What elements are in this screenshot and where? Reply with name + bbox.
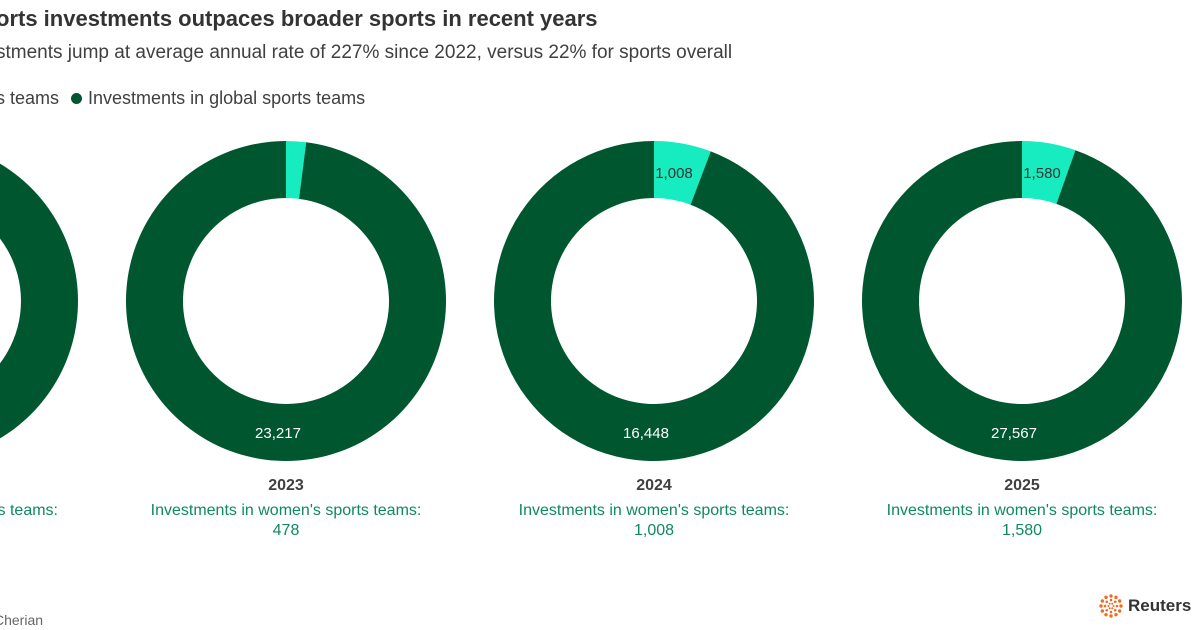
logo-dot [1114, 595, 1118, 600]
logo-dot [1108, 602, 1111, 605]
caption-value: 478 [273, 522, 300, 539]
slice-global [494, 141, 814, 461]
legend-label-womens: s teams [0, 88, 60, 108]
legend-label-global: Investments in global sports teams [88, 88, 366, 108]
year-label: 2025 [1004, 477, 1040, 494]
logo-dot [1109, 598, 1113, 602]
logo-dot [1113, 600, 1117, 604]
slice-global [0, 163, 78, 439]
slice-womens [1022, 141, 1076, 204]
logo-dot [1103, 604, 1107, 608]
caption-label: Investments in women's sports teams: [151, 502, 422, 519]
reuters-logo-text: Reuters [1128, 596, 1192, 615]
logo-dot [1099, 604, 1103, 608]
chart-title: orts investments outpaces broader sports… [0, 6, 598, 31]
slice-label-womens: 1,580 [1023, 165, 1061, 182]
logo-dot [1109, 594, 1113, 598]
slice-global [862, 141, 1183, 461]
chart-subtitle: stments jump at average annual rate of 2… [0, 42, 733, 63]
donut-panel-2025: 1,580 27,567 2025 Investments in women's sp… [862, 141, 1183, 539]
logo-dot [1100, 599, 1105, 603]
logo-dot [1117, 599, 1122, 603]
logo-dot [1107, 605, 1110, 607]
logo-dot [1100, 609, 1105, 613]
legend-swatch-global [71, 93, 83, 104]
logo-dot [1105, 608, 1109, 612]
logo-dot [1104, 595, 1108, 600]
caption-label: Investments in women's sports teams: [887, 502, 1158, 519]
caption-value: 1,008 [634, 522, 674, 539]
reuters-logo: Reuters [1098, 593, 1191, 619]
caption-label: s teams: [0, 502, 58, 519]
logo-dot [1112, 605, 1115, 607]
logo-dot [1119, 604, 1123, 608]
slice-label-global: 27,567 [991, 425, 1037, 442]
slice-label-womens: 1,008 [655, 165, 693, 182]
year-label: 2023 [268, 477, 304, 494]
caption-value: 1,580 [1002, 522, 1042, 539]
year-label: 2024 [636, 477, 672, 494]
legend-entry-global: Investments in global sports teams [71, 88, 365, 109]
slice-label-global: 16,448 [623, 425, 669, 442]
logo-dot [1108, 607, 1111, 610]
logo-dot [1115, 604, 1119, 608]
slice-label-global: 23,217 [255, 425, 301, 442]
logo-dot [1114, 612, 1118, 617]
slice-global [126, 141, 447, 461]
logo-dot [1113, 608, 1117, 612]
logo-dot [1105, 600, 1109, 604]
donut-panel-2023: 23,217 2023 Investments in women's sports … [126, 141, 447, 539]
donut-panel-2024: 1,008 16,448 2024 Investments in women's sp… [494, 141, 814, 539]
reuters-logo-icon [1099, 594, 1123, 618]
logo-dot [1104, 612, 1108, 617]
logo-dot [1109, 610, 1113, 614]
source-credit: Cherian [0, 612, 44, 628]
logo-dot [1111, 602, 1114, 605]
slice-womens [654, 141, 711, 205]
donut-panel-partial: s teams: [0, 163, 78, 519]
logo-dot [1117, 609, 1122, 613]
logo-dot [1111, 607, 1114, 610]
slice-womens [286, 141, 307, 199]
logo-dot [1109, 614, 1113, 618]
legend-entry-womens: s teams [0, 88, 59, 109]
caption-label: Investments in women's sports teams: [519, 502, 790, 519]
legend: s teams Investments in global sports tea… [0, 88, 377, 109]
